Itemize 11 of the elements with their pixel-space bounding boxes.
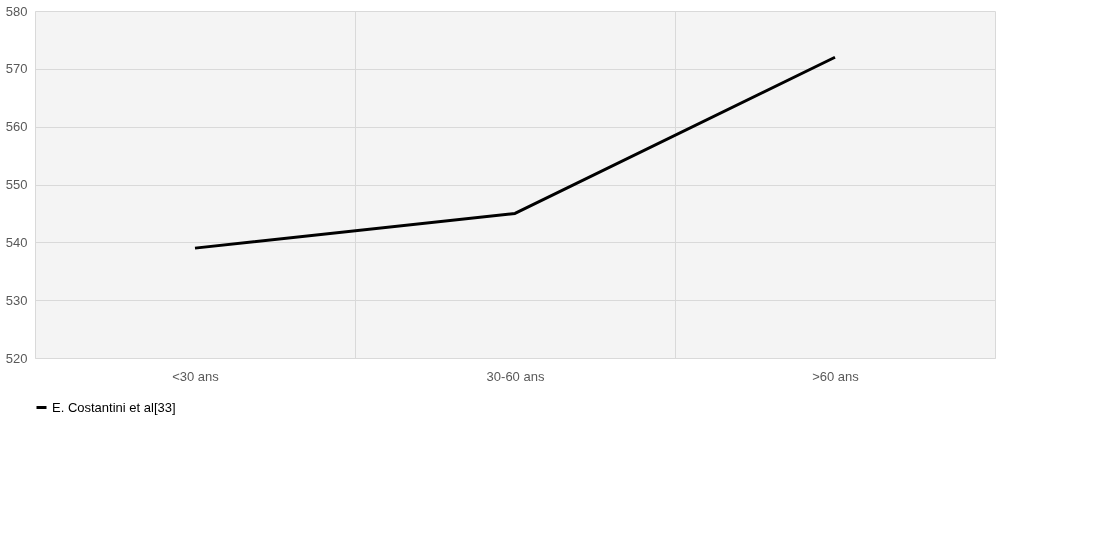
y-tick-label: 520 — [5, 350, 28, 366]
y-tick-label: 580 — [5, 3, 28, 19]
x-tick-label: <30 ans — [172, 368, 220, 384]
legend-label: E. Costantini et al[33] — [52, 399, 176, 415]
y-tick-label: 540 — [5, 234, 28, 250]
y-tick-label: 570 — [5, 61, 28, 77]
x-tick-label: 30-60 ans — [486, 368, 545, 384]
y-tick-label: 530 — [5, 292, 28, 308]
x-tick-label: >60 ans — [812, 368, 860, 384]
y-tick-label: 560 — [5, 119, 28, 135]
y-tick-label: 550 — [5, 177, 28, 192]
